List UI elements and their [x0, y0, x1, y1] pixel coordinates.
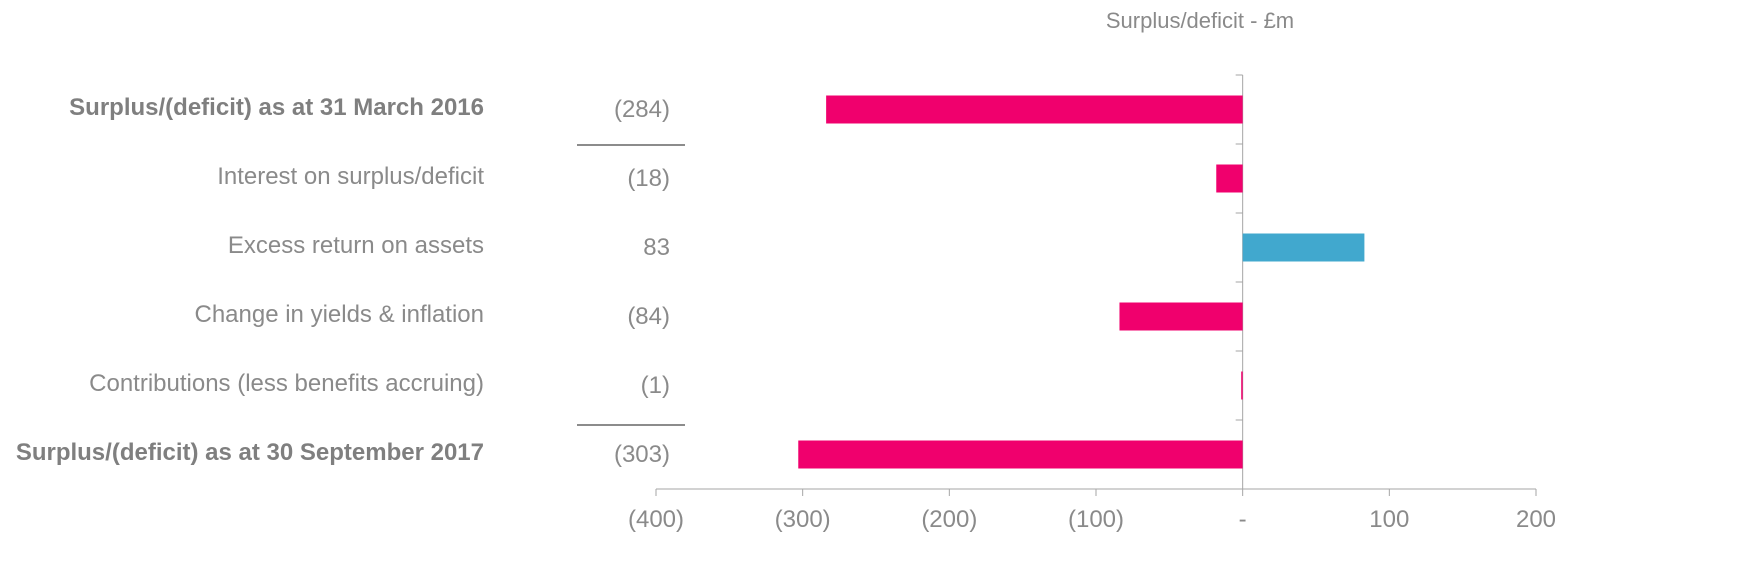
row-value-2: 83 [643, 233, 670, 261]
x-tick-label-3: (100) [1068, 506, 1124, 533]
bar-2 [1242, 233, 1365, 262]
row-label-2: Excess return on assets [227, 231, 484, 259]
x-tick-label-0: (400) [628, 506, 684, 533]
row-value-3: (84) [627, 302, 670, 330]
x-tick-label-2: (200) [921, 506, 977, 533]
x-tick-label-1: (300) [775, 506, 831, 533]
divider-top [577, 144, 685, 146]
x-tick-label-6: 200 [1516, 506, 1556, 533]
bar-0 [826, 95, 1243, 124]
bar-1 [1216, 164, 1243, 193]
row-label-5: Surplus/(deficit) as at 30 September 201… [15, 438, 484, 466]
divider-bottom [577, 424, 685, 426]
bar-3 [1119, 302, 1243, 331]
row-label-4: Contributions (less benefits accruing) [89, 369, 484, 397]
row-value-4: (1) [640, 371, 670, 399]
row-label-0: Surplus/(deficit) as at 31 March 2016 [69, 93, 484, 121]
row-value-1: (18) [627, 164, 670, 192]
chart-title: Surplus/deficit - £m [1105, 8, 1295, 33]
row-label-1: Interest on surplus/deficit [217, 162, 484, 190]
x-tick-label-5: 100 [1369, 506, 1409, 533]
row-value-5: (303) [613, 440, 670, 468]
row-label-3: Change in yields & inflation [194, 300, 484, 328]
row-value-0: (284) [613, 95, 670, 123]
x-tick-label-4: - [1239, 506, 1247, 533]
bar-4 [1241, 371, 1243, 400]
bar-5 [798, 440, 1243, 469]
